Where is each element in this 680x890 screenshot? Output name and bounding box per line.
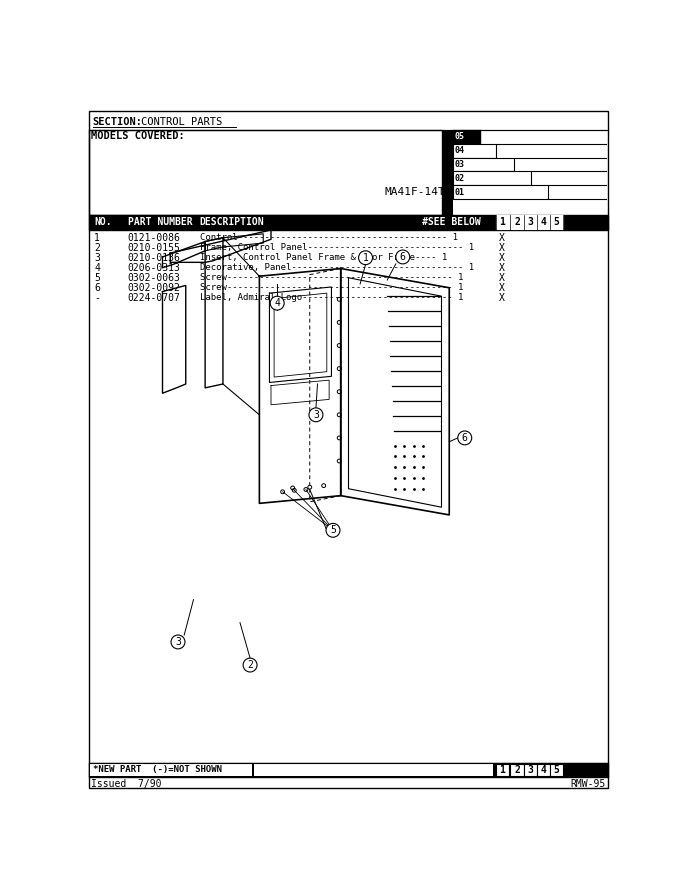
Bar [254,764,492,776]
Text: X: X [499,253,505,263]
Text: Control--------------------------------------- 1: Control---------------------------------… [200,233,458,242]
Bar [550,764,563,776]
Text: 2: 2 [514,765,520,775]
Text: RMW-95: RMW-95 [571,779,606,789]
Circle shape [270,296,284,310]
Bar [453,172,530,185]
Text: Decorative, Panel-------------------------------- 1: Decorative, Panel-----------------------… [200,263,474,272]
Bar [496,764,509,776]
Text: Screw------------------------------------------ 1: Screw-----------------------------------… [200,283,463,292]
Text: X: X [499,293,505,303]
Text: 0302-0063: 0302-0063 [128,272,180,283]
Circle shape [458,431,472,445]
Text: 04: 04 [455,146,464,155]
Bar [89,763,608,777]
Text: PART NUMBER: PART NUMBER [128,217,192,227]
Bar [524,215,537,230]
Bar [453,130,480,144]
Text: 0224-0707: 0224-0707 [128,293,180,303]
Bar [453,158,513,172]
Text: X: X [499,232,505,243]
Text: -: - [95,293,100,303]
Text: 0302-0092: 0302-0092 [128,283,180,293]
Bar [537,215,550,230]
Text: 4: 4 [274,298,280,308]
Text: X: X [499,243,505,253]
Text: 6: 6 [462,433,468,443]
Text: 5: 5 [330,525,336,535]
Text: Issued  7/90: Issued 7/90 [91,779,162,789]
Bar [511,215,524,230]
Text: 3: 3 [527,765,533,775]
Text: 05: 05 [455,133,464,142]
Circle shape [171,635,185,649]
Circle shape [358,251,373,264]
Bar [524,764,537,776]
Text: 5: 5 [554,217,560,227]
Bar [89,214,608,230]
Text: 0210-0136: 0210-0136 [128,253,180,263]
Text: 2: 2 [95,243,100,253]
Text: Frame, Control Panel----------------------------- 1: Frame, Control Panel--------------------… [200,243,474,252]
Text: 3: 3 [527,217,533,227]
Bar [511,764,524,776]
Bar [453,144,496,158]
Text: 3: 3 [175,637,181,647]
Circle shape [396,250,410,263]
Text: 0206-0313: 0206-0313 [128,263,180,272]
Bar [90,764,252,776]
Bar [496,215,509,230]
Text: *NEW PART  (-)=NOT SHOWN: *NEW PART (-)=NOT SHOWN [92,765,222,774]
Text: DESCRIPTION: DESCRIPTION [200,217,265,227]
Text: Label, Admiral Logo---------------------------- 1: Label, Admiral Logo---------------------… [200,294,463,303]
Text: 01: 01 [455,188,464,197]
Text: 5: 5 [554,765,560,775]
Text: #COLUMN=SERIES, SER PRE OR RUN NO.: #COLUMN=SERIES, SER PRE OR RUN NO. [282,765,464,774]
Text: 1: 1 [95,232,100,243]
Text: 1: 1 [362,253,369,263]
Text: NO.: NO. [95,217,112,227]
Bar [453,185,549,199]
Circle shape [326,523,340,538]
Bar [89,130,441,214]
Text: 0210-0155: 0210-0155 [128,243,180,253]
Text: 2: 2 [514,217,520,227]
Text: MA41F-14T: MA41F-14T [385,187,445,198]
Circle shape [243,658,257,672]
Text: 6: 6 [400,252,406,262]
Text: 1: 1 [499,217,505,227]
Text: 02: 02 [455,174,464,183]
Text: Screw------------------------------------------ 1: Screw-----------------------------------… [200,273,463,282]
Text: X: X [499,272,505,283]
Bar [441,130,453,214]
Text: 5: 5 [95,272,100,283]
Text: Insert, Control Panel Frame & Door Frame---- 1: Insert, Control Panel Frame & Door Frame… [200,254,447,263]
Text: 4: 4 [541,217,546,227]
Text: 3: 3 [95,253,100,263]
Text: 0121-0086: 0121-0086 [128,232,180,243]
Bar [550,215,563,230]
Text: 4: 4 [541,765,546,775]
Text: 03: 03 [455,160,464,169]
Text: 2: 2 [247,660,253,670]
Text: CONTROL PARTS: CONTROL PARTS [141,117,222,126]
Text: MODELS COVERED:: MODELS COVERED: [91,132,185,142]
Text: 4: 4 [95,263,100,272]
Text: 3: 3 [313,409,319,420]
Text: X: X [499,263,505,272]
Text: X: X [499,283,505,293]
Text: 1: 1 [499,765,505,775]
Text: #SEE BELOW: #SEE BELOW [422,217,481,227]
Circle shape [309,408,323,422]
Bar [537,764,550,776]
Text: 6: 6 [95,283,100,293]
Text: SECTION:: SECTION: [92,117,143,126]
